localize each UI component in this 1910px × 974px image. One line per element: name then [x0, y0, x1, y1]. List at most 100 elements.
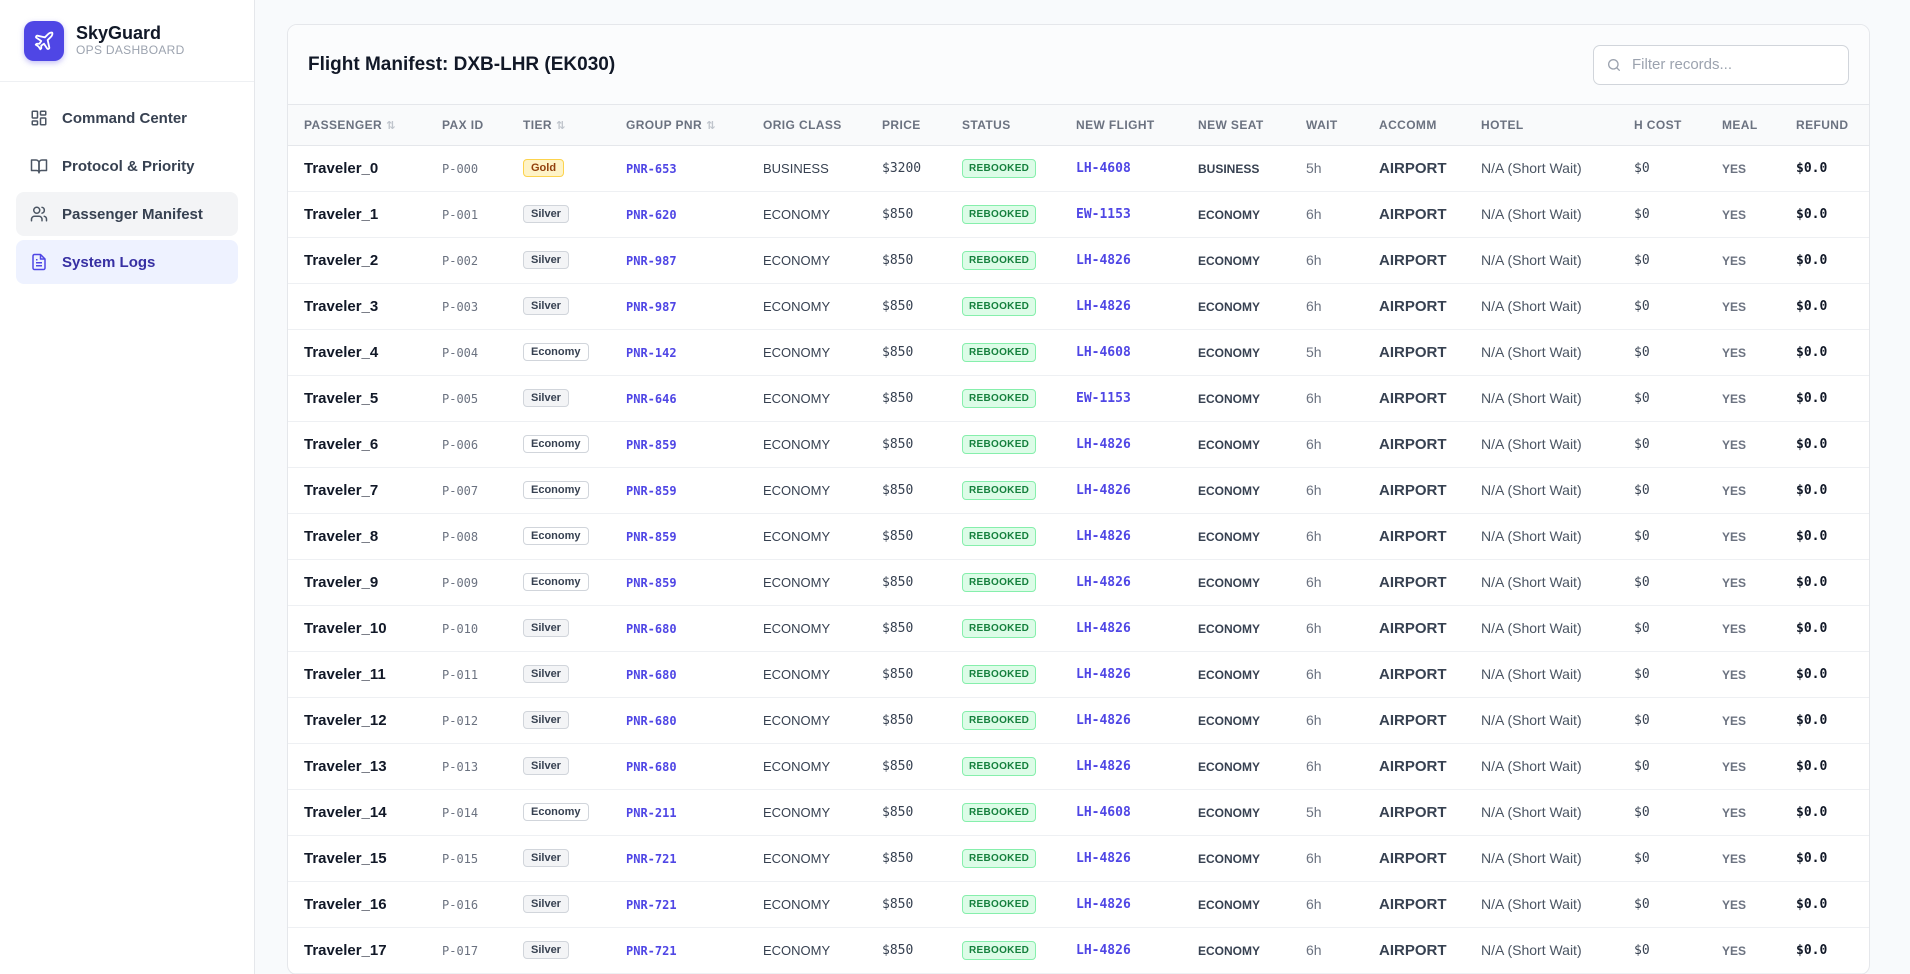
cell-hotel: N/A (Short Wait) — [1465, 789, 1618, 836]
new-flight-link[interactable]: LH-4826 — [1076, 713, 1131, 728]
group-pnr-link[interactable]: PNR-987 — [626, 299, 677, 314]
cell-hotel-cost: $0 — [1618, 375, 1706, 422]
group-pnr-link[interactable]: PNR-859 — [626, 437, 677, 452]
table-row[interactable]: Traveler_0 P-000 Gold PNR-653 BUSINESS $3200 R… — [288, 145, 1869, 192]
group-pnr-link[interactable]: PNR-142 — [626, 345, 677, 360]
cell-new-seat: ECONOMY — [1182, 697, 1290, 744]
cell-price: $850 — [866, 697, 946, 744]
hotel-cost: $0 — [1634, 161, 1650, 176]
group-pnr-link[interactable]: PNR-680 — [626, 759, 677, 774]
table-row[interactable]: Traveler_13 P-013 Silver PNR-680 ECONOMY $850… — [288, 743, 1869, 790]
new-flight-link[interactable]: EW-1153 — [1076, 391, 1131, 406]
group-pnr-link[interactable]: PNR-680 — [626, 713, 677, 728]
table-row[interactable]: Traveler_17 P-017 Silver PNR-721 ECONOMY $850… — [288, 927, 1869, 974]
new-flight-link[interactable]: LH-4826 — [1076, 759, 1131, 774]
table-row[interactable]: Traveler_2 P-002 Silver PNR-987 ECONOMY $850 R… — [288, 237, 1869, 284]
passenger-name: Traveler_14 — [304, 803, 387, 821]
new-flight-link[interactable]: LH-4826 — [1076, 483, 1131, 498]
new-flight-link[interactable]: EW-1153 — [1076, 207, 1131, 222]
group-pnr-link[interactable]: PNR-987 — [626, 253, 677, 268]
group-pnr-link[interactable]: PNR-721 — [626, 897, 677, 912]
cell-tier-badge: Silver — [507, 375, 610, 422]
cell-price: $3200 — [866, 145, 946, 192]
cell-orig-class: ECONOMY — [747, 467, 866, 514]
hotel-cost: $0 — [1634, 575, 1650, 590]
passenger-name: Traveler_7 — [304, 481, 379, 499]
group-pnr-link[interactable]: PNR-646 — [626, 391, 677, 406]
new-flight-link[interactable]: LH-4826 — [1076, 851, 1131, 866]
cell-hotel: N/A (Short Wait) — [1465, 237, 1618, 284]
brand[interactable]: SkyGuard OPS DASHBOARD — [0, 0, 254, 82]
table-row[interactable]: Traveler_15 P-015 Silver PNR-721 ECONOMY $850… — [288, 835, 1869, 882]
group-pnr-link[interactable]: PNR-211 — [626, 805, 677, 820]
new-seat: ECONOMY — [1198, 713, 1261, 728]
table-row[interactable]: Traveler_5 P-005 Silver PNR-646 ECONOMY $850 R… — [288, 375, 1869, 422]
new-flight-link[interactable]: LH-4608 — [1076, 345, 1131, 360]
new-flight-link[interactable]: LH-4608 — [1076, 161, 1131, 176]
table-row[interactable]: Traveler_8 P-008 Economy PNR-859 ECONOMY $850… — [288, 513, 1869, 560]
group-pnr-link[interactable]: PNR-620 — [626, 207, 677, 222]
price: $850 — [882, 805, 914, 820]
hotel-cost: $0 — [1634, 621, 1650, 636]
table-row[interactable]: Traveler_12 P-012 Silver PNR-680 ECONOMY $850… — [288, 697, 1869, 744]
cell-orig-class: ECONOMY — [747, 421, 866, 468]
col-header-accomm: ACCOMM — [1363, 105, 1465, 146]
refund: $0.0 — [1796, 621, 1828, 636]
table-row[interactable]: Traveler_7 P-007 Economy PNR-859 ECONOMY $850… — [288, 467, 1869, 514]
passenger-name: Traveler_12 — [304, 711, 387, 729]
new-seat: ECONOMY — [1198, 575, 1261, 590]
new-flight-link[interactable]: LH-4826 — [1076, 575, 1131, 590]
sidebar-item-passenger-manifest[interactable]: Passenger Manifest — [16, 192, 238, 236]
cell-accommodation: AIRPORT — [1363, 605, 1465, 652]
cell-hotel: N/A (Short Wait) — [1465, 467, 1618, 514]
cell-new-flight-link: LH-4826 — [1060, 651, 1182, 698]
price: $850 — [882, 621, 914, 636]
new-flight-link[interactable]: LH-4826 — [1076, 253, 1131, 268]
sidebar-item-command-center[interactable]: Command Center — [16, 96, 238, 140]
table-row[interactable]: Traveler_14 P-014 Economy PNR-211 ECONOMY $85… — [288, 789, 1869, 836]
cell-hotel-cost: $0 — [1618, 651, 1706, 698]
table-row[interactable]: Traveler_10 P-010 Silver PNR-680 ECONOMY $850… — [288, 605, 1869, 652]
new-flight-link[interactable]: LH-4826 — [1076, 437, 1131, 452]
cell-new-flight-link: EW-1153 — [1060, 375, 1182, 422]
col-header-passenger[interactable]: PASSENGER ⇅ — [288, 105, 426, 146]
table-row[interactable]: Traveler_6 P-006 Economy PNR-859 ECONOMY $850… — [288, 421, 1869, 468]
table-row[interactable]: Traveler_11 P-011 Silver PNR-680 ECONOMY $850… — [288, 651, 1869, 698]
group-pnr-link[interactable]: PNR-721 — [626, 943, 677, 958]
col-header-price: PRICE — [866, 105, 946, 146]
new-flight-link[interactable]: LH-4826 — [1076, 943, 1131, 958]
group-pnr-link[interactable]: PNR-680 — [626, 667, 677, 682]
cell-refund: $0.0 — [1780, 605, 1869, 652]
new-flight-link[interactable]: LH-4826 — [1076, 897, 1131, 912]
group-pnr-link[interactable]: PNR-680 — [626, 621, 677, 636]
cell-hotel: N/A (Short Wait) — [1465, 145, 1618, 192]
new-flight-link[interactable]: LH-4826 — [1076, 667, 1131, 682]
table-row[interactable]: Traveler_3 P-003 Silver PNR-987 ECONOMY $850 R… — [288, 283, 1869, 330]
new-flight-link[interactable]: LH-4826 — [1076, 299, 1131, 314]
cell-hotel: N/A (Short Wait) — [1465, 191, 1618, 238]
table-row[interactable]: Traveler_9 P-009 Economy PNR-859 ECONOMY $850… — [288, 559, 1869, 606]
group-pnr-link[interactable]: PNR-721 — [626, 851, 677, 866]
sidebar-item-system-logs[interactable]: System Logs — [16, 240, 238, 284]
cell-status-badge: REBOOKED — [946, 605, 1060, 652]
new-flight-link[interactable]: LH-4608 — [1076, 805, 1131, 820]
cell-wait-time: 6h — [1290, 835, 1363, 882]
table-row[interactable]: Traveler_4 P-004 Economy PNR-142 ECONOMY $850… — [288, 329, 1869, 376]
cell-pax-id: P-000 — [426, 145, 507, 192]
table-row[interactable]: Traveler_16 P-016 Silver PNR-721 ECONOMY $850… — [288, 881, 1869, 928]
new-flight-link[interactable]: LH-4826 — [1076, 621, 1131, 636]
col-header-group-pnr[interactable]: GROUP PNR ⇅ — [610, 105, 747, 146]
table-row[interactable]: Traveler_1 P-001 Silver PNR-620 ECONOMY $850 R… — [288, 191, 1869, 238]
new-flight-link[interactable]: LH-4826 — [1076, 529, 1131, 544]
group-pnr-link[interactable]: PNR-859 — [626, 529, 677, 544]
group-pnr-link[interactable]: PNR-859 — [626, 575, 677, 590]
group-pnr-link[interactable]: PNR-653 — [626, 161, 677, 176]
cell-new-seat: ECONOMY — [1182, 237, 1290, 284]
filter-input[interactable] — [1632, 56, 1832, 73]
col-header-tier[interactable]: TIER ⇅ — [507, 105, 610, 146]
sidebar-item-protocol-priority[interactable]: Protocol & Priority — [16, 144, 238, 188]
filter-box[interactable] — [1593, 44, 1849, 85]
cell-refund: $0.0 — [1780, 467, 1869, 514]
wait-time: 6h — [1306, 298, 1322, 314]
group-pnr-link[interactable]: PNR-859 — [626, 483, 677, 498]
